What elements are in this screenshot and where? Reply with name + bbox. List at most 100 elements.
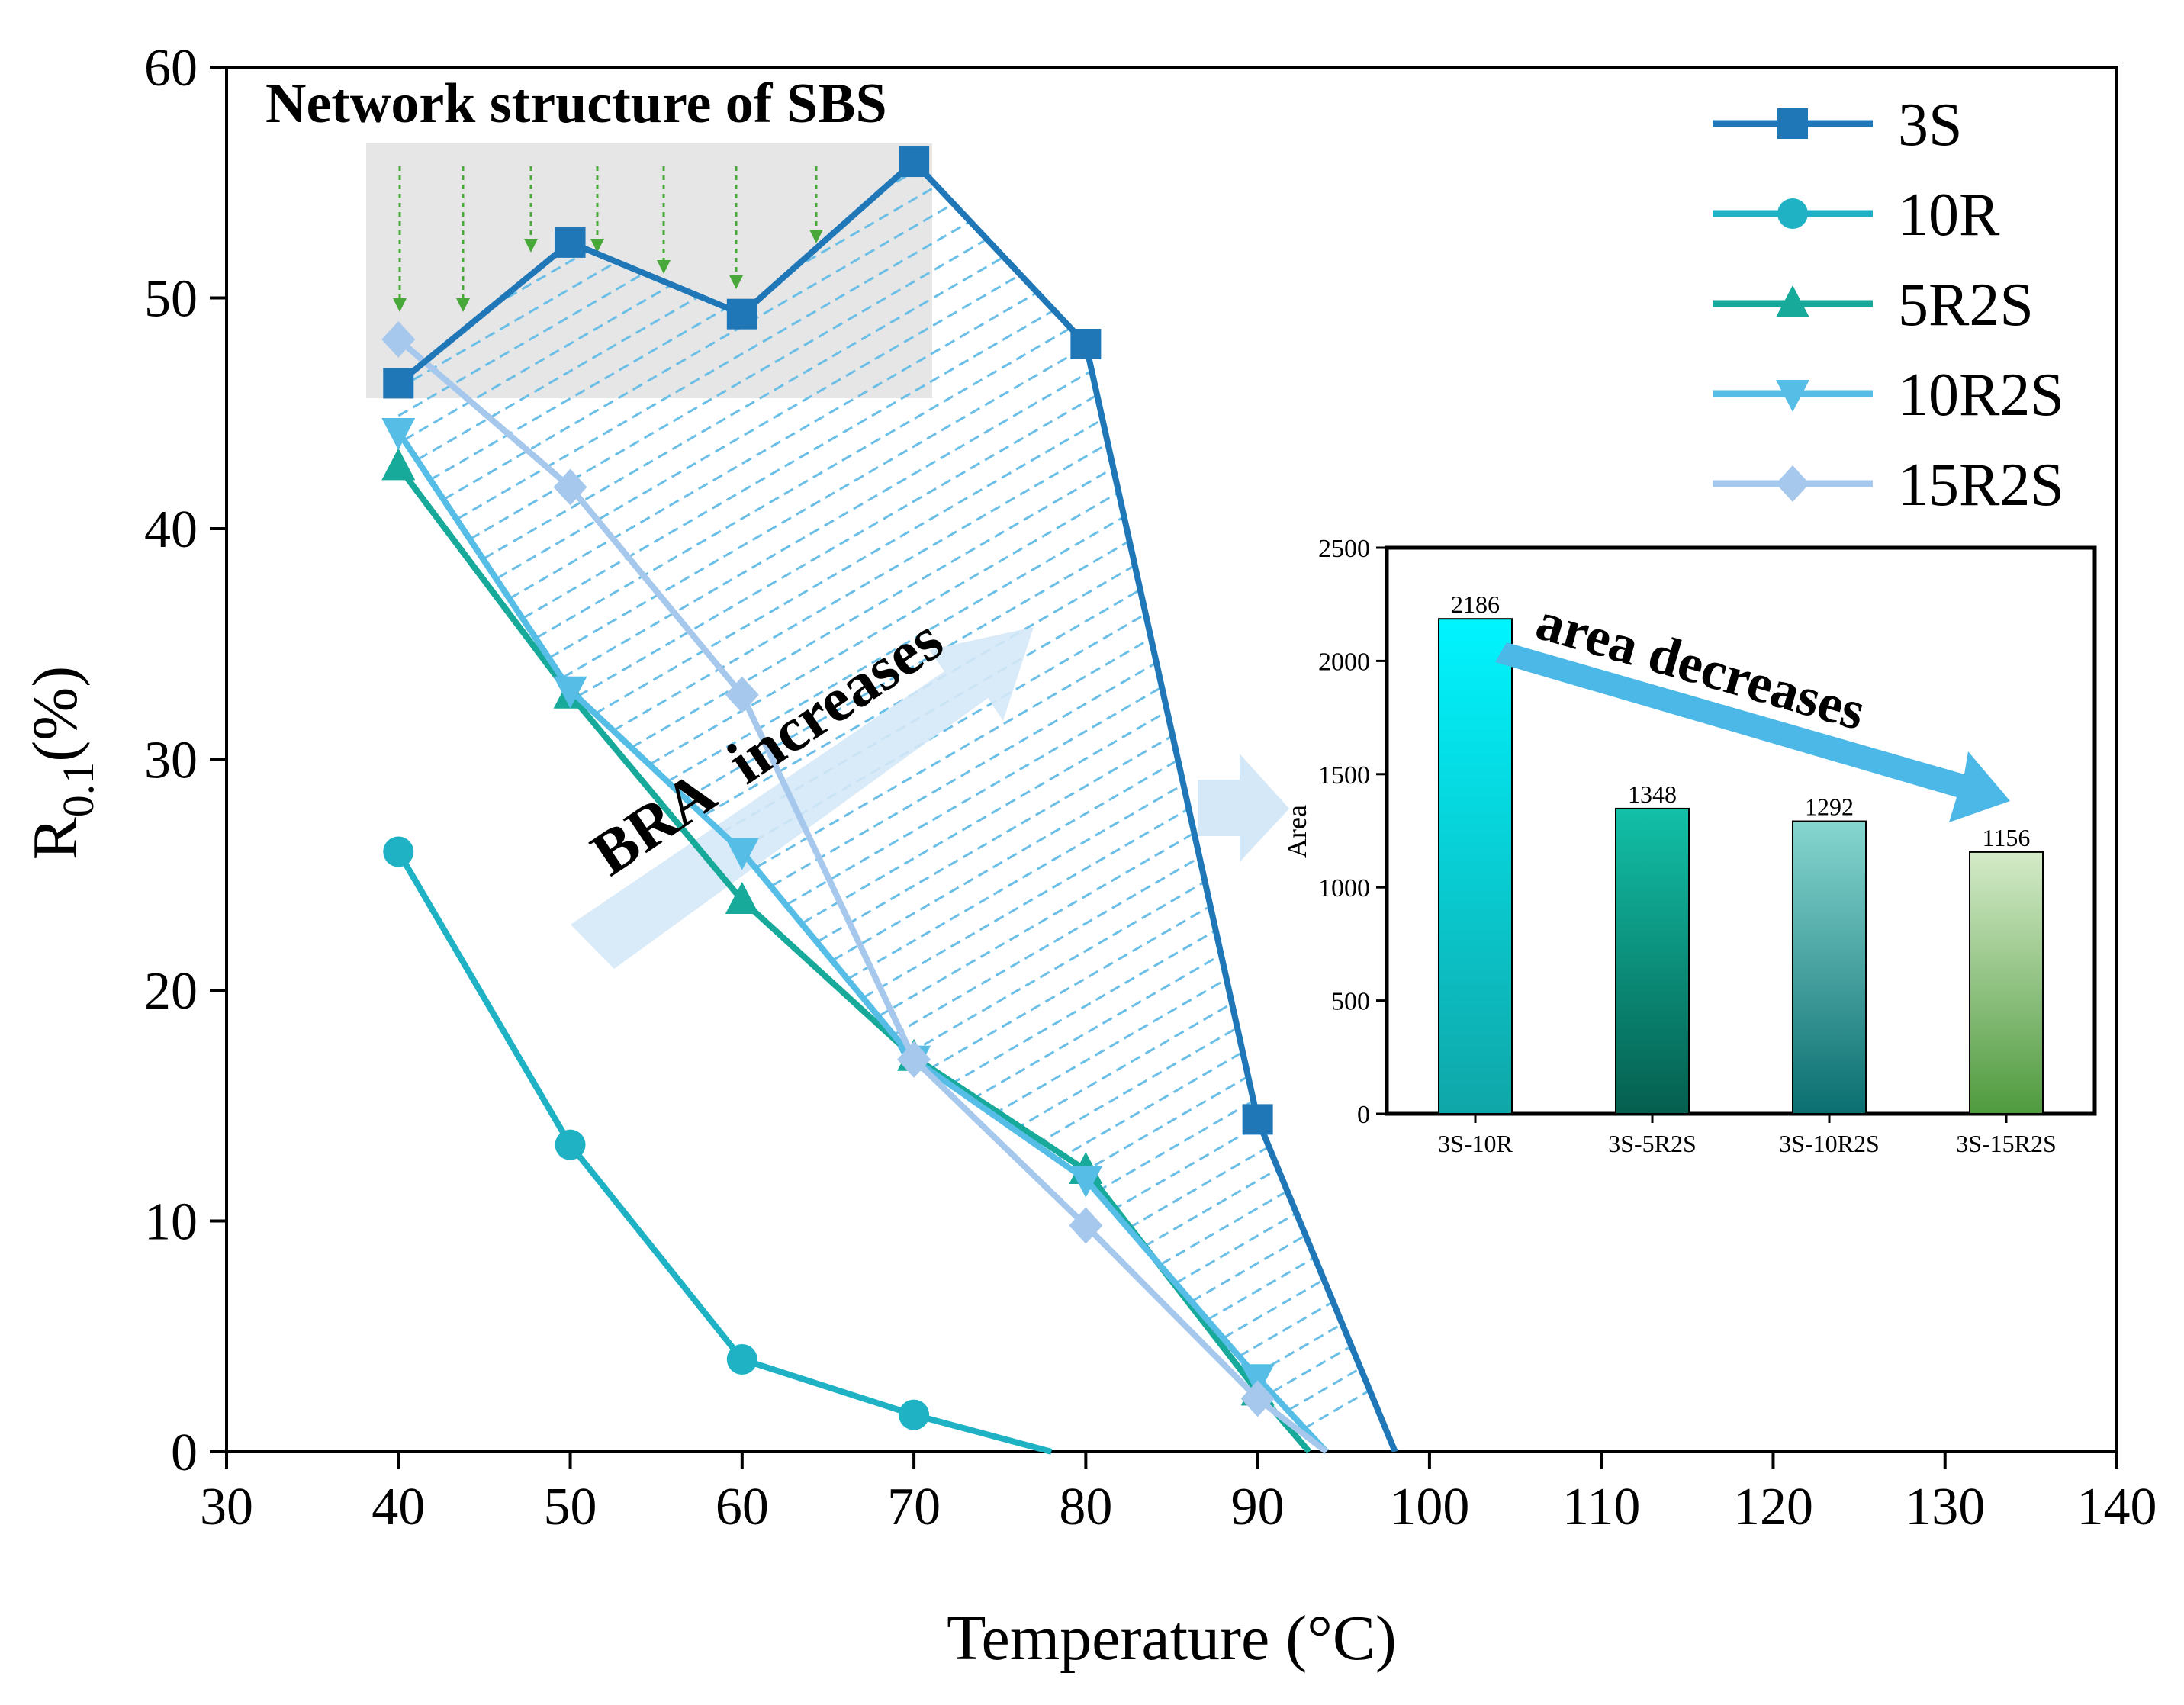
hatch-line bbox=[1191, 1234, 1306, 1303]
inset-y-tick-label: 1000 bbox=[1318, 874, 1370, 902]
inset-y-tick-label: 1500 bbox=[1318, 761, 1370, 790]
hatch-line bbox=[1035, 1027, 1237, 1146]
hatch-line bbox=[771, 662, 1156, 887]
hatch-line bbox=[1288, 1367, 1361, 1411]
series-15R2S bbox=[381, 320, 1329, 1455]
data-point-10R2S bbox=[725, 838, 759, 870]
series-layer bbox=[381, 146, 1398, 1455]
y-tick-label: 60 bbox=[144, 39, 198, 98]
hatch-line bbox=[649, 491, 1120, 765]
data-point-15R2S bbox=[897, 1041, 931, 1078]
hatch-line bbox=[631, 467, 1114, 748]
hatch-line bbox=[492, 249, 589, 307]
hatch-line bbox=[667, 516, 1124, 783]
hatch-line bbox=[1272, 1345, 1352, 1393]
y-tick-label: 50 bbox=[144, 270, 198, 329]
hatch-line bbox=[909, 881, 1205, 1054]
series-line-15R2S bbox=[396, 336, 1329, 1455]
hatch-line bbox=[971, 954, 1222, 1101]
inset-category-label: 3S-5R2S bbox=[1608, 1130, 1697, 1157]
inset-y-label: Area bbox=[1282, 805, 1312, 858]
hatch-line bbox=[443, 203, 954, 500]
x-axis-label: Temperature (°C) bbox=[947, 1603, 1397, 1674]
inset-value-label: 1292 bbox=[1805, 793, 1854, 821]
hatch-line bbox=[1223, 1279, 1324, 1339]
data-point-10R2S bbox=[381, 417, 416, 450]
data-point-10R bbox=[899, 1399, 930, 1430]
hatch-line bbox=[1096, 1100, 1254, 1193]
hatch-line bbox=[950, 930, 1216, 1086]
x-tick-label: 90 bbox=[1231, 1478, 1285, 1536]
hatch-line bbox=[992, 979, 1227, 1115]
hatch-line bbox=[523, 310, 1054, 619]
series-line-10R bbox=[395, 850, 1053, 1455]
hatch-line bbox=[1079, 1076, 1248, 1175]
hatch-line bbox=[832, 760, 1178, 961]
inset-category-label: 3S-10R2S bbox=[1779, 1130, 1880, 1157]
hatch-line bbox=[878, 832, 1195, 1017]
hatch-line bbox=[863, 807, 1190, 999]
data-point-3S bbox=[726, 298, 757, 330]
hatch-line bbox=[594, 419, 1103, 715]
data-point-10R2S bbox=[1240, 1364, 1275, 1397]
data-point-3S bbox=[555, 227, 586, 258]
data-point-3S bbox=[1242, 1104, 1273, 1135]
data-point-10R bbox=[555, 1129, 586, 1160]
x-tick-label: 100 bbox=[1389, 1478, 1469, 1536]
inset-value-label: 2186 bbox=[1451, 590, 1500, 618]
hatch-line bbox=[613, 442, 1109, 732]
x-tick-label: 120 bbox=[1733, 1478, 1813, 1536]
bra-increase-arrow bbox=[571, 627, 1034, 969]
hatch-line bbox=[686, 540, 1131, 799]
legend-label-10R2S: 10R2S bbox=[1898, 362, 2064, 429]
legend: 3S 10R 5R2S 10R2S 15R2S bbox=[1713, 92, 2064, 519]
y-tick-label: 20 bbox=[144, 962, 198, 1021]
hatch-line bbox=[1057, 1051, 1243, 1161]
inset-y-tick-label: 0 bbox=[1357, 1101, 1370, 1129]
hatch-line bbox=[429, 307, 728, 481]
legend-marker-10R bbox=[1777, 198, 1808, 229]
legend-label-5R2S: 5R2S bbox=[1898, 272, 2034, 339]
legend-marker-3S bbox=[1777, 108, 1808, 139]
hatch-line bbox=[1128, 1146, 1269, 1229]
series-line-10R2S bbox=[395, 429, 1329, 1454]
data-point-15R2S bbox=[1240, 1380, 1275, 1417]
legend-marker-10R2S bbox=[1776, 380, 1809, 412]
inset-y-tick-label: 500 bbox=[1331, 988, 1370, 1016]
hatch-line bbox=[457, 220, 970, 520]
inset-category-label: 3S-15R2S bbox=[1956, 1130, 2057, 1157]
data-point-15R2S bbox=[1069, 1207, 1103, 1244]
legend-marker-5R2S bbox=[1776, 285, 1809, 317]
inset-value-label: 1348 bbox=[1628, 780, 1677, 808]
y-axis-label: R0.1(%) bbox=[20, 666, 103, 860]
inset-y-tick-label: 2000 bbox=[1318, 648, 1370, 676]
hatch-line bbox=[1176, 1212, 1297, 1284]
data-point-10R2S bbox=[1069, 1166, 1103, 1198]
inset-value-label: 1156 bbox=[1983, 824, 2031, 851]
hatch-line bbox=[893, 856, 1201, 1036]
y-tick-label: 30 bbox=[144, 732, 198, 790]
data-point-10R2S bbox=[553, 676, 587, 709]
inset-y-tick-label: 2500 bbox=[1318, 535, 1370, 563]
x-tick-label: 50 bbox=[544, 1478, 597, 1536]
hatch-line bbox=[817, 735, 1173, 943]
series-10R bbox=[383, 836, 1053, 1455]
data-point-10R bbox=[726, 1344, 757, 1375]
hatch-line bbox=[756, 637, 1152, 868]
hatch-line bbox=[397, 272, 645, 417]
hatch-line bbox=[548, 346, 1086, 659]
series-5R2S bbox=[381, 448, 1312, 1454]
data-point-3S bbox=[899, 146, 930, 178]
data-point-15R2S bbox=[553, 468, 587, 506]
hatch-line bbox=[417, 295, 700, 461]
x-axis: 30 40 50 60 70 80 90 100 110 120 130 140 bbox=[200, 1452, 2157, 1536]
x-tick-label: 30 bbox=[200, 1478, 253, 1536]
x-tick-label: 60 bbox=[716, 1478, 769, 1536]
hatch-line bbox=[791, 185, 937, 272]
x-tick-label: 70 bbox=[887, 1478, 941, 1536]
hatch-line bbox=[536, 327, 1071, 639]
hatch-line bbox=[786, 686, 1163, 906]
inset-bar bbox=[1969, 851, 2044, 1115]
